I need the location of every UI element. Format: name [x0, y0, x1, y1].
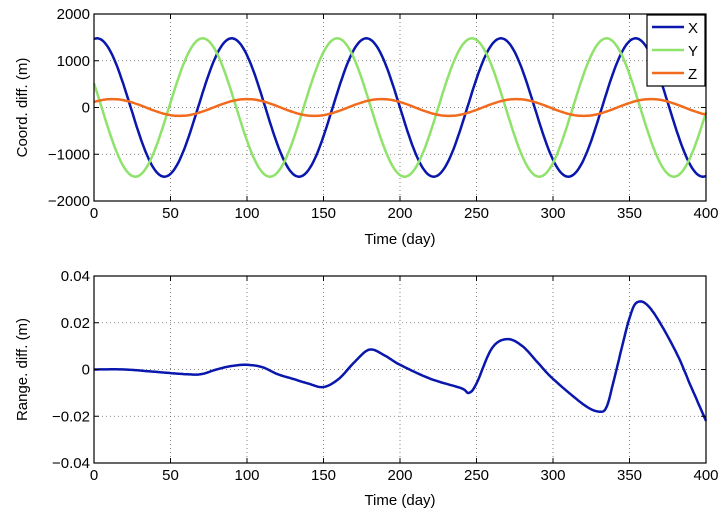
x-tick-label: 0: [90, 467, 98, 484]
x-tick-label: 200: [387, 205, 412, 222]
x-axis-label: Time (day): [364, 231, 435, 248]
x-tick-label: 150: [311, 467, 336, 484]
x-tick-label: 50: [162, 205, 179, 222]
x-tick-label: 100: [234, 205, 259, 222]
y-axis-label: Coord. diff. (m): [14, 58, 31, 158]
y-tick-label: 0.04: [61, 268, 90, 285]
x-tick-label: 200: [387, 467, 412, 484]
series-line-y: [92, 37, 708, 178]
x-tick-label: 350: [617, 205, 642, 222]
legend-label-z: Z: [688, 66, 697, 83]
x-tick-label: 400: [693, 467, 718, 484]
y-tick-label: −0.04: [52, 455, 90, 472]
legend-label-x: X: [688, 20, 698, 37]
x-tick-label: 350: [617, 467, 642, 484]
legend: X Y Z: [646, 14, 706, 87]
x-tick-label: 150: [311, 205, 336, 222]
y-tick-label: −0.02: [52, 408, 90, 425]
y-tick-label: 1000: [57, 53, 90, 70]
y-tick-label: −1000: [48, 146, 90, 163]
range-diff-panel: 0 50 100 150 200 250 300 350 400 −0.04 −0.02 0 0.02 0…: [14, 268, 719, 509]
x-tick-label: 100: [234, 467, 259, 484]
y-axis-label: Range. diff. (m): [14, 318, 31, 421]
x-tick-label: 400: [693, 205, 718, 222]
x-tick-label: 250: [464, 205, 489, 222]
legend-label-y: Y: [688, 43, 698, 60]
x-tick-label: 0: [90, 205, 98, 222]
y-tick-label: 0: [82, 100, 90, 117]
x-tick-label: 250: [464, 467, 489, 484]
x-axis-label: Time (day): [364, 492, 435, 509]
series-line: [94, 300, 708, 422]
y-tick-label: 2000: [57, 6, 90, 23]
x-tick-label: 50: [162, 467, 179, 484]
series-line-z: [93, 97, 707, 118]
y-tick-label: 0: [82, 362, 90, 379]
y-tick-label: −2000: [48, 193, 90, 210]
x-tick-label: 300: [540, 205, 565, 222]
x-tick-label: 300: [540, 467, 565, 484]
y-tick-label: 0.02: [61, 315, 90, 332]
coord-diff-panel: 0 50 100 150 200 250 300 350 400 −2000 −1000 0 1000 2…: [14, 6, 719, 248]
